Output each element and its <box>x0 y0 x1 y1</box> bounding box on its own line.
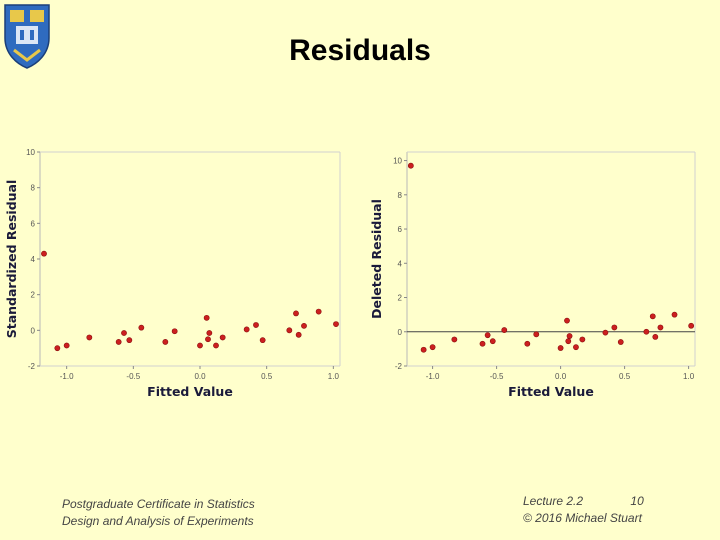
residual-point <box>63 342 70 349</box>
university-crest-logo <box>2 2 52 70</box>
residual-point <box>671 311 678 318</box>
residual-point <box>203 314 210 321</box>
slide-title: Residuals <box>289 34 431 67</box>
residual-point <box>429 344 436 351</box>
residual-point <box>407 162 414 169</box>
residual-point <box>205 336 211 343</box>
residual-point <box>213 342 219 349</box>
residual-point <box>115 339 122 345</box>
x-tick-label: -0.5 <box>490 372 504 381</box>
residual-point <box>652 333 659 340</box>
residual-point <box>315 308 322 315</box>
footer-course-line1: Postgraduate Certificate in Statistics <box>62 497 255 511</box>
residual-point <box>54 345 61 352</box>
y-tick-label: 8 <box>398 191 403 200</box>
deleted-residual-chart: -2 0 2 4 6 8 10 -1.0 -0.5 0.0 0.5 1.0 Fitted Value De… <box>369 151 696 399</box>
residual-point <box>479 340 486 347</box>
page-number: 10 <box>630 494 644 508</box>
x-tick-label: -1.0 <box>60 372 74 381</box>
residual-point <box>602 329 609 336</box>
standardized-residual-plot: -2 0 2 4 6 8 10 -1.0 -0.5 0.0 0.5 1.0 Fitted Value St… <box>0 138 352 400</box>
residual-point <box>489 338 496 345</box>
y-tick-label: -2 <box>395 362 403 371</box>
x-tick-label: -1.0 <box>426 372 440 381</box>
y-tick-label: -2 <box>28 362 36 371</box>
footer-lecture: Lecture 2.2 10 © 2016 Michael Stuart <box>523 493 644 527</box>
y-tick-label: 10 <box>393 157 402 166</box>
residual-point <box>121 330 127 336</box>
residual-point <box>162 339 169 345</box>
y-tick-label: 10 <box>26 148 35 157</box>
y-tick-label: 4 <box>398 259 403 268</box>
residual-point <box>533 331 540 338</box>
x-tick-label: -0.5 <box>126 372 140 381</box>
residual-point <box>138 324 145 331</box>
residual-point <box>649 313 656 320</box>
footer-copyright: © 2016 Michael Stuart <box>523 511 642 525</box>
residual-point <box>259 337 266 344</box>
y-axis-label: Deleted Residual <box>369 199 384 319</box>
footer-course-line2: Design and Analysis of Experiments <box>62 514 254 528</box>
y-tick-label: 0 <box>398 328 403 337</box>
y-tick-label: 4 <box>31 255 36 264</box>
y-tick-label: 8 <box>31 184 36 193</box>
residual-point <box>557 345 564 351</box>
y-tick-label: 2 <box>31 291 36 300</box>
x-tick-label: 0.5 <box>261 372 273 381</box>
residual-point <box>573 344 579 351</box>
x-tick-label: 1.0 <box>328 372 340 381</box>
residual-point <box>451 336 458 343</box>
residual-point <box>286 327 293 334</box>
residual-point <box>579 336 586 343</box>
residual-point <box>564 317 570 324</box>
residual-point <box>643 328 650 335</box>
x-tick-label: 0.0 <box>194 372 206 381</box>
residual-point <box>253 322 259 328</box>
residual-point <box>197 342 203 349</box>
y-axis-label: Standardized Residual <box>4 180 19 339</box>
residual-point <box>301 322 307 329</box>
crest-shield-icon <box>4 4 50 69</box>
residual-point <box>484 332 491 339</box>
x-tick-label: 0.5 <box>619 372 631 381</box>
y-tick-label: 2 <box>398 294 403 303</box>
residual-point <box>171 328 178 335</box>
residual-point <box>688 322 695 329</box>
residual-point <box>420 346 427 353</box>
residual-point <box>295 331 302 338</box>
footer-course: Postgraduate Certificate in Statistics D… <box>62 496 255 530</box>
residual-point <box>243 326 250 333</box>
residual-point <box>41 250 47 257</box>
residual-point <box>657 324 664 331</box>
residual-point <box>566 333 573 339</box>
residual-point <box>565 338 572 345</box>
residual-point <box>611 324 618 331</box>
residual-point <box>206 330 213 336</box>
residual-point <box>617 339 624 345</box>
residual-point <box>126 337 133 344</box>
y-tick-label: 6 <box>31 219 36 228</box>
residual-point <box>293 310 299 317</box>
residual-point <box>219 334 226 341</box>
residual-point <box>501 327 508 333</box>
deleted-residual-plot: -2 0 2 4 6 8 10 -1.0 -0.5 0.0 0.5 1.0 Fitted Value De… <box>365 138 717 400</box>
x-axis-label: Fitted Value <box>147 384 233 399</box>
x-tick-label: 1.0 <box>683 372 695 381</box>
residual-point <box>524 340 531 347</box>
standardized-residual-chart: -2 0 2 4 6 8 10 -1.0 -0.5 0.0 0.5 1.0 Fitted Value St… <box>4 148 341 399</box>
y-tick-label: 0 <box>31 326 36 335</box>
residual-point <box>86 334 93 341</box>
footer-lecture-label: Lecture 2.2 <box>523 494 584 508</box>
x-axis-label: Fitted Value <box>508 384 594 399</box>
residual-point <box>333 321 339 327</box>
x-tick-label: 0.0 <box>555 372 567 381</box>
y-tick-label: 6 <box>398 225 403 234</box>
